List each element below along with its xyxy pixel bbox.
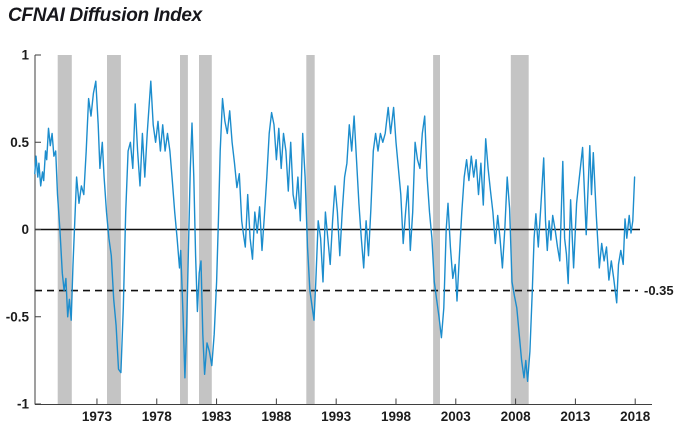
x-tick-label: 2013 (560, 409, 591, 424)
x-tick-label: 1978 (142, 409, 173, 424)
x-tick-label: 1973 (82, 409, 113, 424)
x-tick-label: 1998 (381, 409, 412, 424)
y-tick-label: 0.5 (10, 135, 29, 150)
x-tick-label: 2018 (620, 409, 651, 424)
x-tick-label: 2003 (441, 409, 472, 424)
x-tick-label: 1993 (321, 409, 352, 424)
x-tick-label: 1988 (261, 409, 292, 424)
y-tick-label: -0.5 (6, 309, 30, 324)
y-tick-label: 1 (21, 48, 29, 63)
chart-title: CFNAI Diffusion Index (8, 5, 202, 26)
x-tick-label: 1983 (202, 409, 233, 424)
x-tick-label: 2008 (501, 409, 532, 424)
diffusion-index-line (34, 80, 636, 382)
y-tick-label: -1 (17, 397, 29, 412)
axes-group (34, 54, 652, 405)
reference-line-label: -0.35 (644, 283, 674, 298)
y-tick-label: 0 (21, 222, 29, 237)
